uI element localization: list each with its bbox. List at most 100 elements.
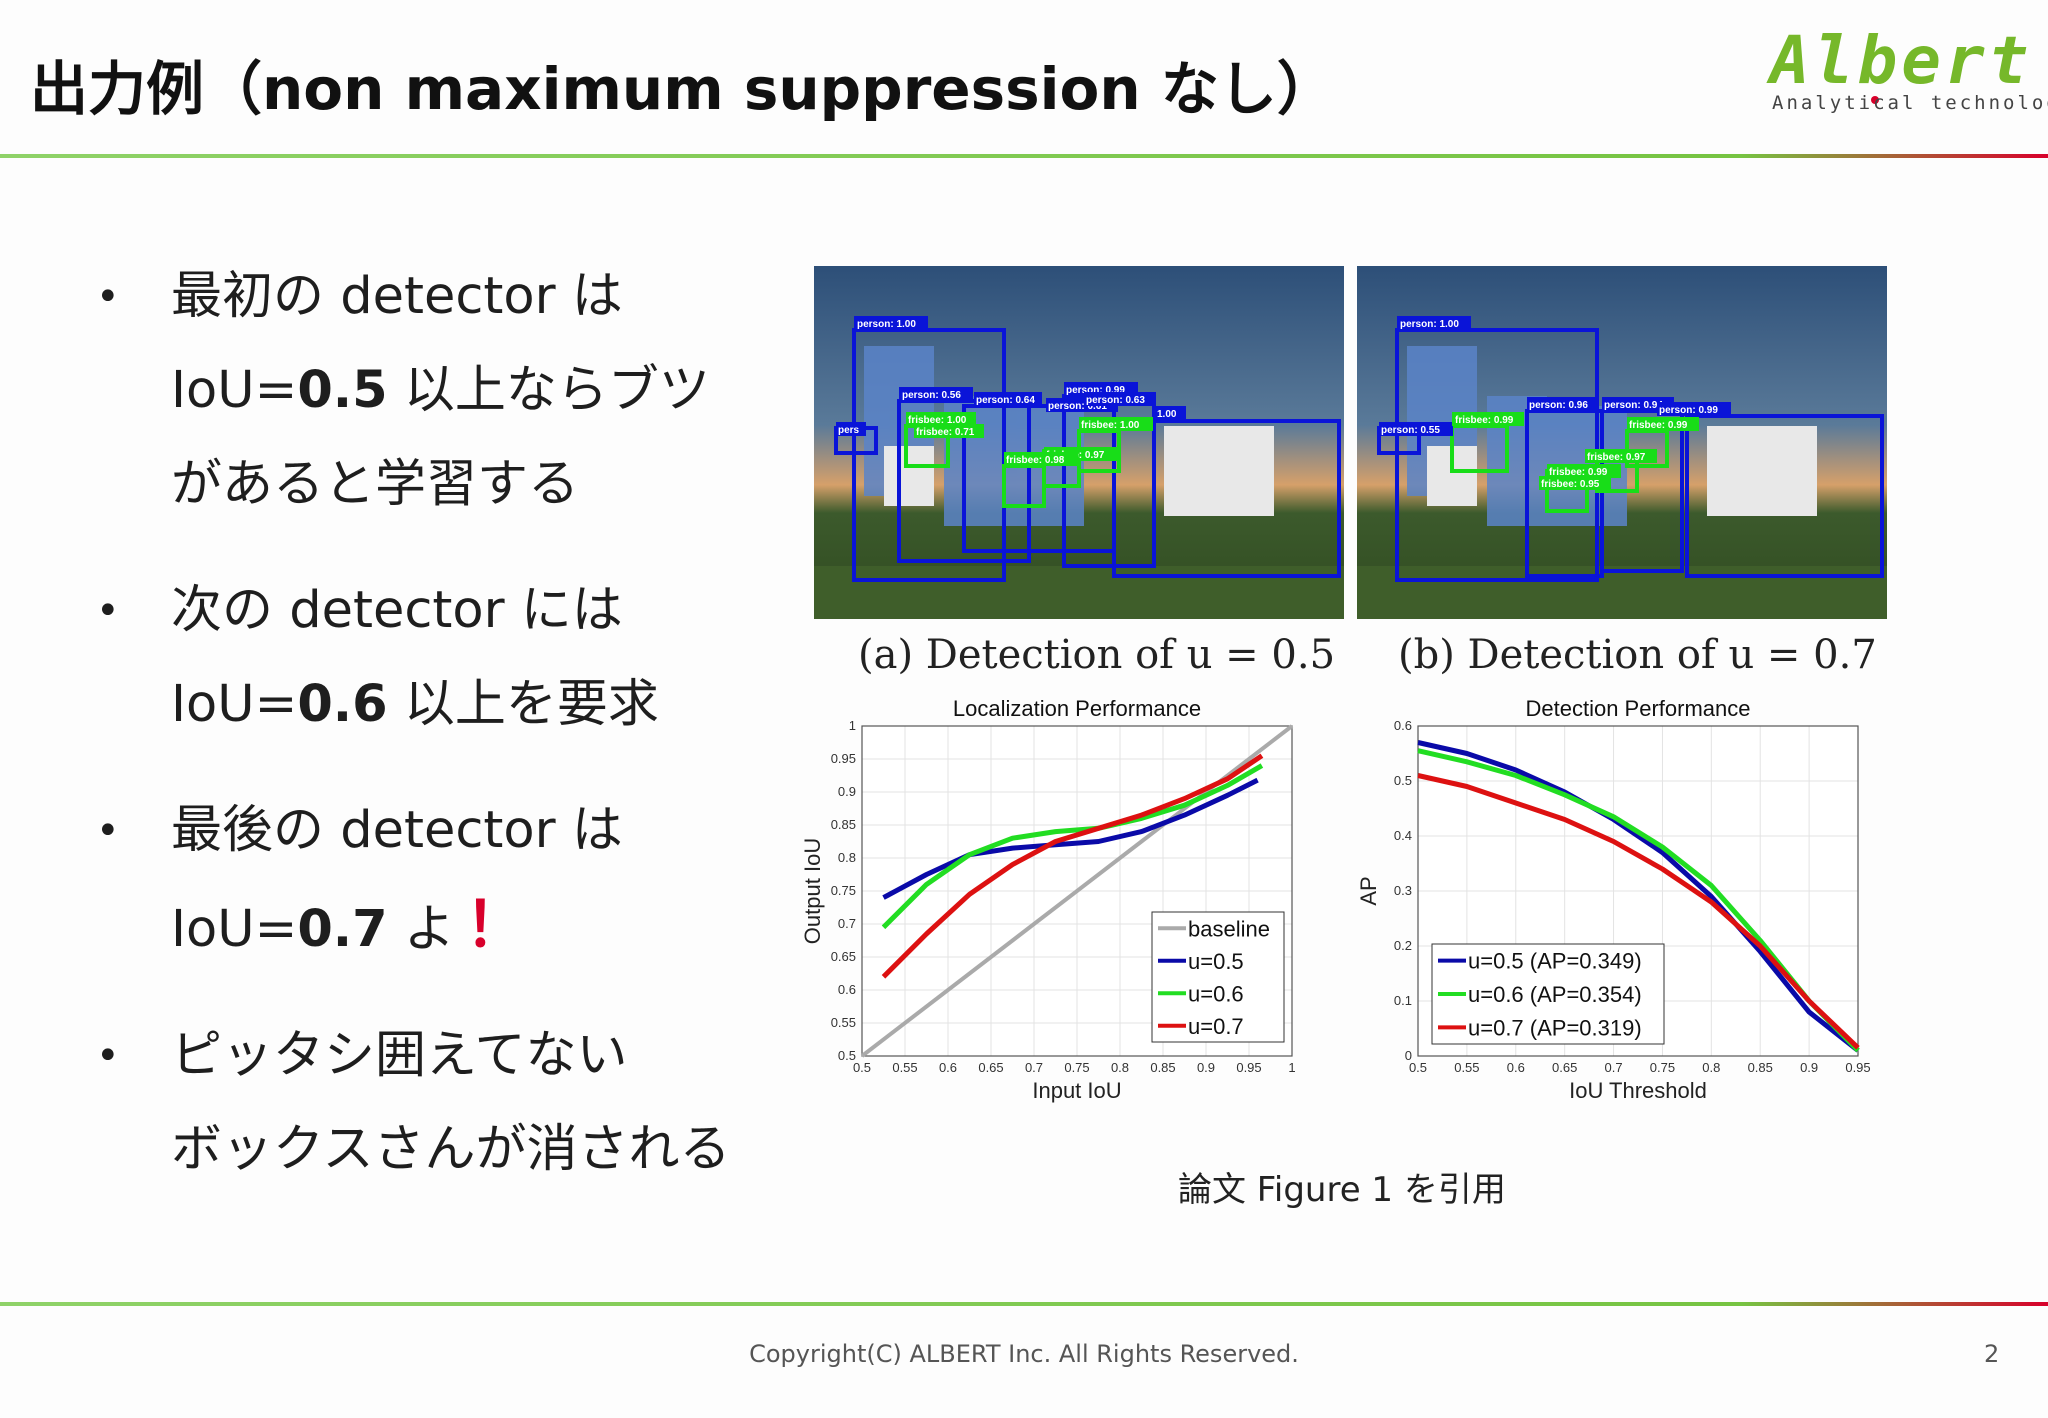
box-label: frisbee: 0.99: [1629, 420, 1688, 431]
x-tick-label: 0.65: [978, 1060, 1003, 1075]
logo-dot: [1871, 96, 1879, 104]
x-axis-label: IoU Threshold: [1569, 1078, 1707, 1103]
box-label: frisbee: 0.71: [916, 427, 975, 438]
x-tick-label: 0.5: [1409, 1060, 1427, 1075]
bullet-dot: •: [96, 588, 120, 634]
header-divider: [0, 154, 2048, 158]
series-line: [1417, 740, 1860, 1053]
page-number: 2: [1984, 1340, 2000, 1368]
box-label: 1.00: [1157, 409, 1177, 420]
detection-image-b: person: 1.00 person: 0.55 frisbee: 0.99 …: [1357, 266, 1887, 619]
box-label: frisbee: 0.99: [1455, 415, 1514, 426]
y-tick-label: 0.4: [1394, 828, 1412, 843]
x-tick-label: 0.5: [853, 1060, 871, 1075]
legend-label: u=0.6 (AP=0.354): [1468, 982, 1642, 1007]
box-label: pers: [838, 425, 860, 436]
bullet-text: IoU=0.5 以上ならブツ: [171, 361, 710, 420]
bullet-item: • ピッタシ囲えてない ボックスさんが消される: [96, 1009, 776, 1197]
x-tick-label: 0.85: [1150, 1060, 1175, 1075]
y-tick-label: 1: [849, 718, 856, 733]
logo-tagline: Analytical technology: [1772, 92, 2048, 114]
x-tick-label: 0.55: [1454, 1060, 1479, 1075]
box-label: person: 0.61: [1048, 401, 1107, 412]
y-tick-label: 0.7: [838, 916, 856, 931]
bullet-text: IoU=0.6 以上を要求: [171, 675, 659, 734]
box-label: frisbee: 1.00: [908, 415, 967, 426]
x-tick-label: 0.85: [1748, 1060, 1773, 1075]
x-axis-label: Input IoU: [1032, 1078, 1121, 1103]
legend-label: u=0.7: [1188, 1014, 1244, 1039]
copyright-footer: Copyright(C) ALBERT Inc. All Rights Rese…: [749, 1340, 1299, 1368]
chart-title: Detection Performance: [1526, 696, 1751, 721]
y-axis-label: Output IoU: [800, 838, 825, 944]
bullet-item: • 次の detector には IoU=0.6 以上を要求: [96, 564, 776, 752]
chart-title: Localization Performance: [953, 696, 1201, 721]
box-label: person: 0.55: [1381, 425, 1440, 436]
detection-plot: 0.5 0.55 0.6 0.65 0.7 0.75 0.8 0.85 0.9 0.95 0 0.1 0…: [1340, 688, 1880, 1122]
box-label: person: 0.99: [1659, 405, 1718, 416]
x-tick-label: 0.55: [892, 1060, 917, 1075]
bullet-list: • 最初の detector は IoU=0.5 以上ならブツ があると学習する…: [96, 250, 776, 1229]
x-tick-label: 0.6: [939, 1060, 957, 1075]
box-label: person: 0.64: [976, 395, 1035, 406]
x-tick-label: 0.95: [1845, 1060, 1870, 1075]
detection-scene-b: person: 1.00 person: 0.55 frisbee: 0.99 …: [1357, 266, 1887, 619]
y-tick-label: 0.2: [1394, 938, 1412, 953]
y-tick-label: 0.95: [831, 751, 856, 766]
slide-title: 出力例（non maximum suppression なし）: [30, 55, 1335, 123]
series-line: [882, 777, 1259, 900]
legend-box: [1151, 911, 1285, 1043]
box-label: person: 1.00: [1400, 319, 1459, 330]
exclamation-mark: ！: [464, 888, 527, 961]
x-tick-label: 0.95: [1236, 1060, 1261, 1075]
y-tick-label: 0.85: [831, 817, 856, 832]
y-tick-label: 0.75: [831, 883, 856, 898]
localization-plot: 0.5 0.55 0.6 0.65 0.7 0.75 0.8 0.85 0.9 0.95 1 0.5 0…: [790, 688, 1310, 1122]
detection-performance-chart: 0.5 0.55 0.6 0.65 0.7 0.75 0.8 0.85 0.9 0.95 0 0.1 0…: [1356, 696, 1871, 1103]
series-line: [881, 753, 1264, 979]
legend-label: u=0.7 (AP=0.319): [1468, 1015, 1642, 1040]
series-line: [1417, 773, 1860, 1050]
box-label: frisbee: 0.99: [1549, 467, 1608, 478]
y-tick-label: 0.9: [838, 784, 856, 799]
x-tick-label: 0.8: [1111, 1060, 1129, 1075]
y-tick-label: 0.8: [838, 850, 856, 865]
legend-label: baseline: [1188, 916, 1270, 941]
x-tick-label: 0.6: [1507, 1060, 1525, 1075]
box-label: person: 0.96: [1529, 400, 1588, 411]
detection-image-a: person: 1.00 person: 0.56 person: 0.64 f…: [814, 266, 1344, 619]
bullet-item: • 最後の detector は IoU=0.7 よ！: [96, 784, 776, 977]
x-tick-label: 1: [1288, 1060, 1295, 1075]
y-tick-label: 0: [1405, 1048, 1412, 1063]
box-label: frisbee: 0.95: [1541, 479, 1600, 490]
bullet-text: IoU=0.7 よ！: [171, 888, 527, 961]
box-label: person: 0.56: [902, 390, 961, 401]
y-tick-label: 0.6: [1394, 718, 1412, 733]
box-label: frisbee: 0.97: [1587, 452, 1646, 463]
box-label: person: 0.94: [1604, 400, 1663, 411]
x-tick-label: 0.9: [1800, 1060, 1818, 1075]
bullet-item: • 最初の detector は IoU=0.5 以上ならブツ があると学習する: [96, 250, 776, 532]
footer-divider: [0, 1302, 2048, 1306]
box-label: person: 1.00: [857, 319, 916, 330]
box-label: frisbee: 0.98: [1006, 455, 1065, 466]
legend-label: u=0.5 (AP=0.349): [1468, 949, 1642, 974]
legend-label: u=0.5: [1188, 949, 1244, 974]
figure-citation: 論文 Figure 1 を引用: [1178, 1170, 1506, 1210]
bullet-dot: •: [96, 274, 120, 320]
bullet-text: 次の detector には: [171, 581, 623, 640]
y-tick-label: 0.1: [1394, 993, 1412, 1008]
figure-b-caption: (b) Detection of u = 0.7: [1398, 632, 1877, 678]
y-tick-label: 0.5: [838, 1048, 856, 1063]
bullet-text: 最後の detector は: [171, 801, 623, 860]
albert-logo: Albert Analytical technology: [1770, 22, 2048, 122]
plot-frame: [1417, 725, 1859, 1057]
bullet-text: 最初の detector は: [171, 267, 623, 326]
x-tick-label: 0.75: [1064, 1060, 1089, 1075]
y-axis-label: AP: [1356, 876, 1381, 905]
x-tick-label: 0.9: [1197, 1060, 1215, 1075]
series-line: [881, 763, 1264, 930]
legend-label: u=0.6: [1188, 981, 1244, 1006]
detection-scene-a: person: 1.00 person: 0.56 person: 0.64 f…: [814, 266, 1344, 619]
y-tick-label: 0.65: [831, 949, 856, 964]
